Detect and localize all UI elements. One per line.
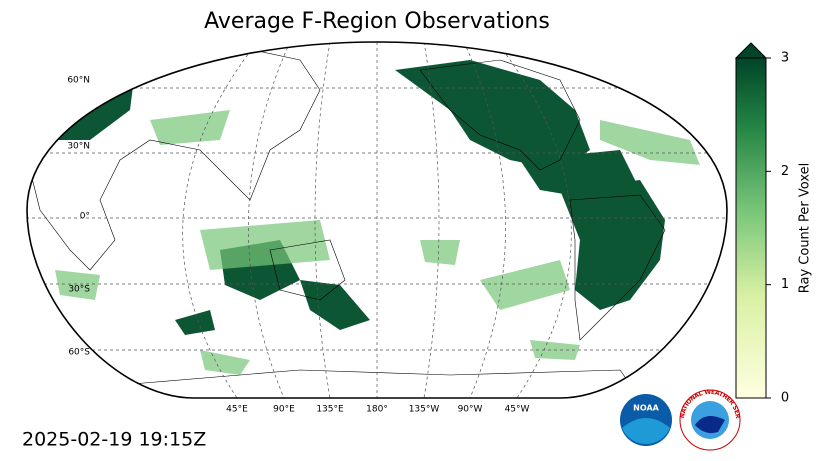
lon-label: 45°E bbox=[226, 405, 248, 415]
colorbar-body bbox=[735, 57, 767, 399]
lon-label: 135°W bbox=[409, 405, 440, 415]
map bbox=[27, 42, 727, 398]
coastlines bbox=[29, 44, 666, 398]
lon-label: 135°E bbox=[316, 405, 344, 415]
colorbar-extend bbox=[734, 42, 768, 59]
lon-label: 45°W bbox=[505, 405, 530, 415]
colorbar-tick-label: 0 bbox=[781, 391, 789, 406]
lat-label: 30°N bbox=[67, 142, 90, 152]
observation-patches bbox=[50, 60, 665, 335]
noaa-logo: NOAA bbox=[620, 394, 672, 446]
lat-label: 60°S bbox=[68, 348, 90, 358]
title: Average F-Region Observations bbox=[204, 9, 550, 34]
graticule bbox=[27, 42, 727, 398]
lat-label: 0° bbox=[80, 212, 90, 222]
lon-label: 180° bbox=[366, 405, 388, 415]
colorbar: Ray Count Per Voxel 0 1 2 3 bbox=[734, 42, 813, 406]
map-outline bbox=[26, 41, 728, 399]
noaa-wave bbox=[622, 418, 670, 444]
lon-label: 90°W bbox=[458, 405, 483, 415]
colorbar-label: Ray Count Per Voxel bbox=[798, 163, 813, 293]
noaa-text: NOAA bbox=[633, 404, 659, 413]
colorbar-tick-label: 2 bbox=[781, 164, 789, 179]
colorbar-tick-label: 1 bbox=[781, 277, 789, 292]
timestamp: 2025-02-19 19:15Z bbox=[22, 429, 206, 451]
lat-label: 30°S bbox=[68, 285, 90, 295]
lon-label: 90°E bbox=[273, 405, 295, 415]
lat-label: 60°N bbox=[67, 76, 90, 86]
colorbar-tick-label: 3 bbox=[781, 51, 789, 66]
nws-cloud bbox=[695, 416, 725, 434]
